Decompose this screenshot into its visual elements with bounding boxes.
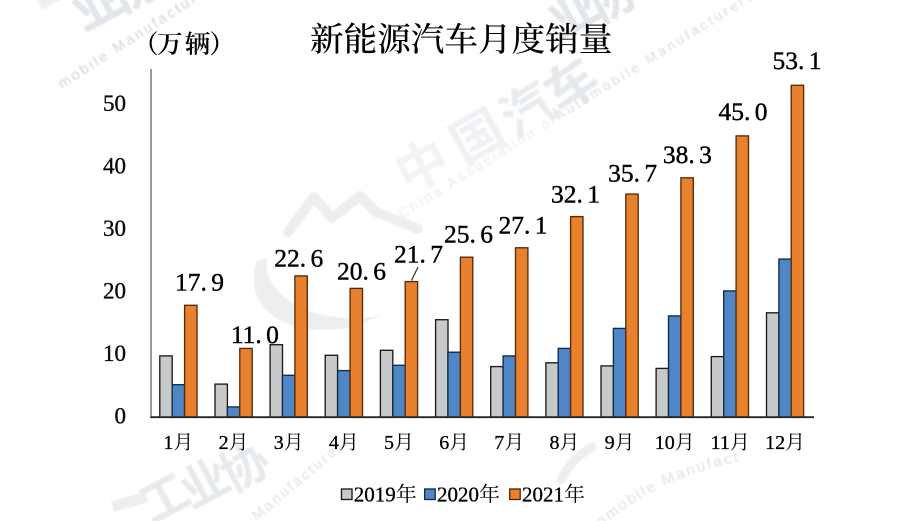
- svg-text:27. 1: 27. 1: [499, 211, 548, 240]
- svg-text:25. 6: 25. 6: [444, 220, 493, 249]
- svg-text:2: 2: [219, 432, 229, 454]
- svg-text:2021: 2021: [522, 483, 564, 507]
- svg-text:12: 12: [765, 432, 785, 454]
- svg-text:11: 11: [711, 432, 730, 454]
- svg-text:1: 1: [163, 432, 173, 454]
- svg-text:5: 5: [384, 432, 394, 454]
- svg-text:11. 0: 11. 0: [231, 320, 279, 349]
- svg-text:35. 7: 35. 7: [608, 159, 657, 188]
- svg-text:30: 30: [103, 216, 126, 241]
- svg-text:17. 9: 17. 9: [175, 268, 224, 297]
- svg-text:0: 0: [115, 404, 127, 429]
- svg-text:8: 8: [550, 432, 560, 454]
- svg-text:7: 7: [494, 432, 504, 454]
- svg-text:32. 1: 32. 1: [551, 180, 600, 209]
- svg-text:53. 1: 53. 1: [773, 46, 822, 75]
- svg-text:tomobile Manufact: tomobile Manufact: [588, 449, 742, 521]
- svg-text:9: 9: [605, 432, 615, 454]
- svg-text:21. 7: 21. 7: [394, 240, 443, 269]
- svg-text:20. 6: 20. 6: [337, 257, 386, 286]
- svg-text:10: 10: [103, 341, 126, 366]
- svg-text:3: 3: [274, 432, 284, 454]
- svg-text:50: 50: [103, 91, 126, 116]
- svg-text:6: 6: [439, 432, 449, 454]
- svg-text:38. 3: 38. 3: [663, 140, 712, 169]
- svg-text:22. 6: 22. 6: [274, 244, 323, 273]
- svg-text:10: 10: [655, 432, 675, 454]
- svg-text:45. 0: 45. 0: [719, 97, 768, 126]
- svg-text:2019: 2019: [354, 483, 396, 507]
- svg-text:20: 20: [103, 279, 126, 304]
- svg-text:2020: 2020: [437, 483, 479, 507]
- svg-text:4: 4: [329, 432, 339, 454]
- svg-text:40: 40: [103, 154, 126, 179]
